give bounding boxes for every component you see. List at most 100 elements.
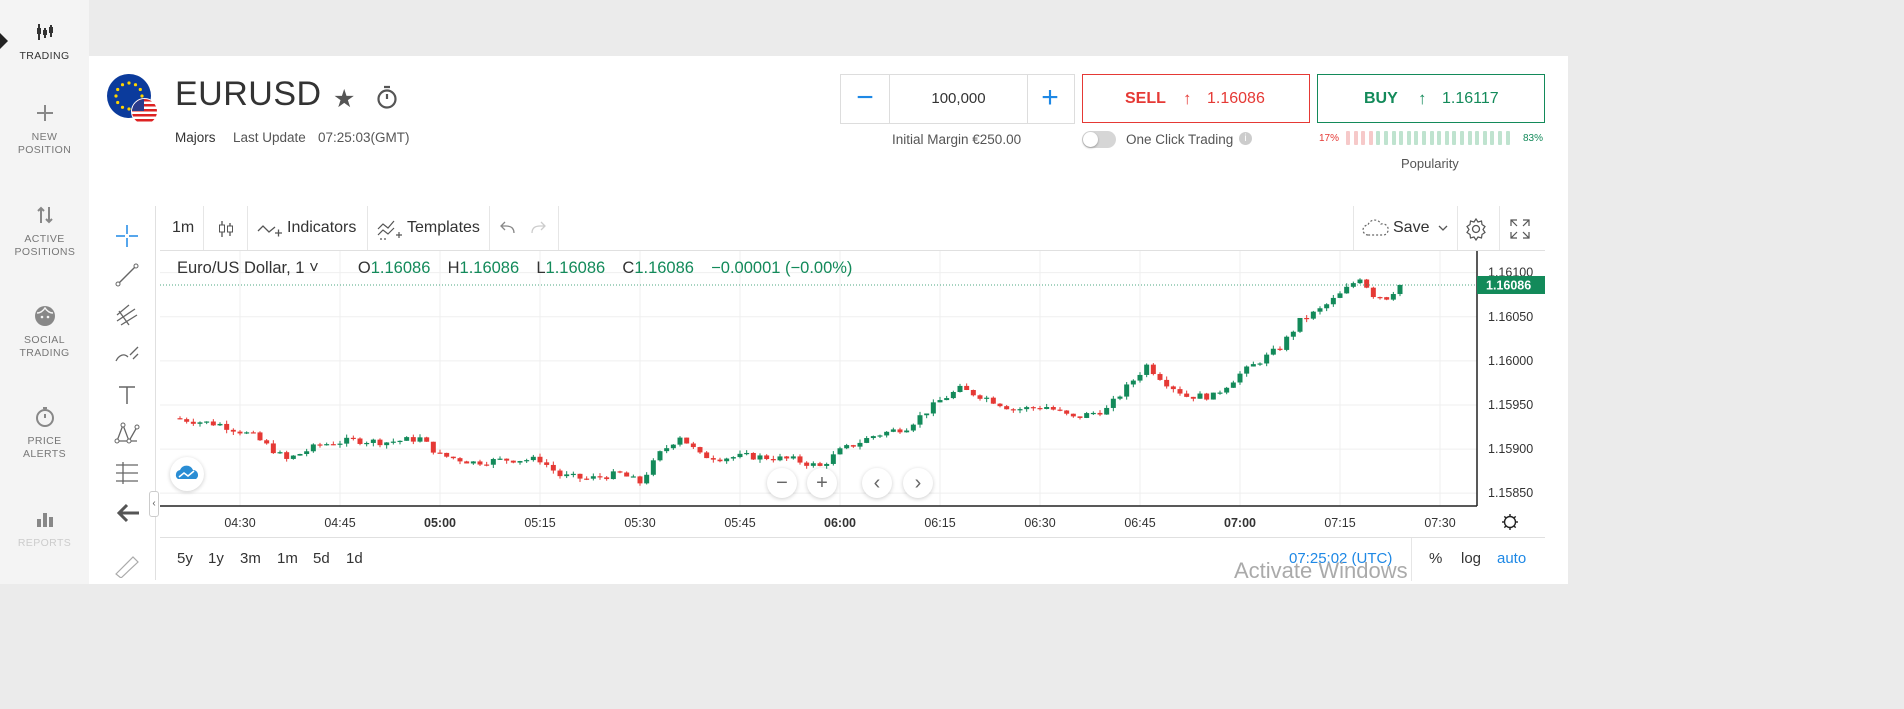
auto-scale-toggle[interactable]: auto <box>1497 550 1527 567</box>
x-tick-label: 07:00 <box>1224 516 1256 530</box>
candle-up <box>670 444 676 449</box>
undo-icon[interactable] <box>500 221 516 235</box>
candle-up <box>877 435 883 437</box>
pitchfork-icon[interactable] <box>113 301 141 329</box>
buy-button[interactable]: BUY ↑ 1.16117 <box>1317 74 1545 123</box>
candle-up <box>1110 398 1116 408</box>
pattern-icon[interactable] <box>113 419 141 447</box>
scroll-right-button[interactable]: › <box>903 468 933 498</box>
cloud-logo-icon <box>175 465 198 479</box>
instrument-symbol: EURUSD <box>175 75 322 113</box>
candle-down <box>817 463 823 466</box>
candle-up <box>664 448 670 452</box>
range-1y[interactable]: 1y <box>208 550 224 567</box>
redo-icon[interactable] <box>530 221 546 235</box>
zoom-in-button[interactable]: + <box>807 468 837 498</box>
trend-line-icon[interactable] <box>113 261 141 289</box>
decrease-quantity-button[interactable]: − <box>856 81 874 114</box>
cloud-save-icon[interactable] <box>1362 219 1390 237</box>
buy-price: 1.16117 <box>1442 90 1499 107</box>
price-alert-stopwatch-icon[interactable] <box>376 84 398 110</box>
log-scale-toggle[interactable]: log <box>1461 550 1482 567</box>
arrow-up-icon: ↑ <box>1418 89 1427 108</box>
candle-up <box>1290 331 1296 337</box>
zoom-out-button[interactable]: − <box>767 468 797 498</box>
popularity-segment <box>1346 131 1350 145</box>
info-icon[interactable]: i <box>1239 132 1252 145</box>
candle-up <box>984 397 990 399</box>
percent-scale-toggle[interactable]: % <box>1429 550 1443 567</box>
settings-gear-icon[interactable] <box>1464 217 1488 241</box>
chevron-down-icon[interactable]: ˅ <box>304 259 319 277</box>
save-button[interactable]: Save <box>1393 219 1430 236</box>
candle-up <box>1017 409 1023 411</box>
range-5d[interactable]: 5d <box>313 550 330 567</box>
candle-down <box>624 472 630 477</box>
legend-open-label: O <box>357 259 371 277</box>
candle-up <box>737 453 743 458</box>
brush-icon[interactable] <box>113 341 141 369</box>
range-1d[interactable]: 1d <box>346 550 363 567</box>
range-3m[interactable]: 3m <box>240 550 261 567</box>
candle-down <box>1184 393 1190 397</box>
candle-type-icon[interactable] <box>216 219 236 239</box>
range-1m[interactable]: 1m <box>277 550 298 567</box>
indicators-button[interactable]: Indicators <box>287 219 357 236</box>
text-tool-icon[interactable] <box>113 381 141 409</box>
candle-up <box>830 454 836 464</box>
sell-button[interactable]: SELL ↑ 1.16086 <box>1082 74 1310 123</box>
chevron-down-icon[interactable] <box>1438 224 1448 232</box>
logo-badge[interactable] <box>170 457 204 491</box>
sidebar-item-trading[interactable]: TRADING <box>0 20 89 63</box>
scroll-left-button[interactable]: ‹ <box>862 468 892 498</box>
legend-change: −0.00001 (−0.00%) <box>711 259 853 277</box>
popularity-segment <box>1368 131 1373 145</box>
price-chart[interactable]: 04:30 04:45 05:00 05:15 05:30 05:45 06:00 06:15… <box>160 251 1545 537</box>
sidebar-item-social-trading[interactable]: SOCIAL TRADING <box>0 304 89 360</box>
candle-down <box>237 431 243 434</box>
candle-up <box>1124 384 1130 397</box>
legend-symbol-name[interactable]: Euro/US Dollar, 1 <box>177 259 305 277</box>
back-arrow-icon[interactable] <box>115 502 141 524</box>
candle-up <box>1210 392 1216 400</box>
candle-down <box>684 437 690 444</box>
sell-label: SELL <box>1125 90 1166 107</box>
candle-up <box>1357 279 1363 284</box>
candle-down <box>577 473 583 479</box>
crosshair-icon[interactable] <box>113 222 141 250</box>
x-tick-label: 06:15 <box>924 516 955 530</box>
axis-settings-icon[interactable] <box>1503 515 1517 529</box>
interval-button[interactable]: 1m <box>172 219 195 236</box>
candle-down <box>797 456 803 463</box>
collapse-toolbar-button[interactable]: ‹ <box>149 491 159 517</box>
sidebar-item-new-position[interactable]: NEW POSITION <box>0 101 89 157</box>
prediction-icon[interactable] <box>113 459 141 487</box>
utc-clock[interactable]: 07:25:02 (UTC) <box>1289 550 1393 567</box>
popularity-segment <box>1406 131 1411 145</box>
popularity-segment <box>1361 131 1366 145</box>
indicators-icon[interactable] <box>257 219 283 239</box>
candle-up <box>744 452 750 455</box>
quantity-input[interactable]: 100,000 <box>889 75 1028 123</box>
candle-up <box>1237 373 1243 383</box>
candle-down <box>1157 374 1163 380</box>
candle-up <box>497 458 503 460</box>
sidebar-item-price-alerts[interactable]: PRICE ALERTS <box>0 405 89 461</box>
range-5y[interactable]: 5y <box>177 550 193 567</box>
templates-button[interactable]: Templates <box>407 219 480 236</box>
popularity-segment <box>1452 131 1457 145</box>
candle-down <box>897 429 903 433</box>
fullscreen-icon[interactable] <box>1509 218 1531 240</box>
one-click-toggle[interactable] <box>1082 131 1116 148</box>
candle-up <box>904 430 910 433</box>
sidebar-item-active-positions[interactable]: ACTIVE POSITIONS <box>0 203 89 259</box>
sidebar-item-reports[interactable]: REPORTS <box>0 507 89 550</box>
y-tick-label: 1.15850 <box>1488 486 1533 500</box>
sidebar-item-label: ACTIVE POSITIONS <box>14 233 76 258</box>
increase-quantity-button[interactable]: + <box>1041 81 1059 114</box>
templates-icon[interactable] <box>377 219 403 241</box>
favorite-star-icon[interactable]: ★ <box>333 85 356 113</box>
candle-down <box>764 455 770 460</box>
ruler-icon[interactable] <box>113 554 141 578</box>
candle-up <box>1144 364 1150 375</box>
